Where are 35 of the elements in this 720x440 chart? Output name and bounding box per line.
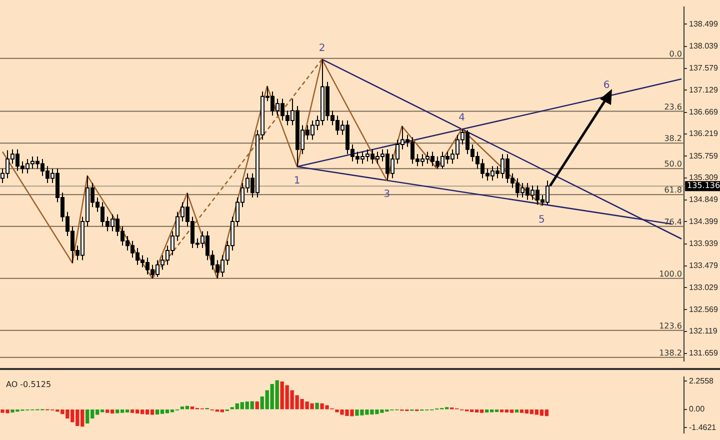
y-tick-label: 131.659 [689,348,718,358]
chart-title: AO -0.5125 [6,380,52,389]
annotation: 0.0 [669,49,682,58]
y-tick-label: 0.00 [689,404,706,414]
annotation: 50.0 [664,160,682,169]
y-tick-label: 137.579 [689,64,718,73]
y-tick-label: 136.669 [689,108,718,117]
annotation: 4 [458,112,466,124]
annotation: 2 [318,42,326,54]
y-tick-label: 134.399 [689,216,718,226]
y-tick-label: 137.129 [689,85,718,94]
annotation: 38.2 [664,134,682,144]
ref-line-label: 135.136 [687,181,720,190]
y-tick-label: 136.219 [689,129,718,138]
annotation: 61.8 [664,186,682,195]
y-tick-label: -1.4621 [689,422,717,432]
annotation: 123.6 [659,321,682,330]
annotation: 138.2 [659,348,682,358]
annotation: 23.6 [664,102,682,112]
annotation: 76.4 [664,217,682,226]
annotation: 100.0 [659,269,682,278]
y-tick-label: 135.309 [689,172,718,182]
annotation: 1 [294,175,300,186]
y-tick-label: 133.939 [689,238,718,248]
y-tick-label: 132.119 [689,326,718,336]
y-tick-label: 138.039 [689,42,718,51]
y-tick-label: 138.499 [689,19,718,28]
y-tick-label: 135.759 [689,151,718,160]
annotation: 6 [603,80,610,91]
y-tick-label: 134.849 [689,195,718,204]
y-tick-label: 132.569 [689,304,718,314]
y-tick-label: 133.029 [689,282,718,292]
annotation: 5 [538,214,545,226]
y-tick-label: 133.479 [689,261,718,270]
y-tick-label: 2.2558 [689,376,714,386]
